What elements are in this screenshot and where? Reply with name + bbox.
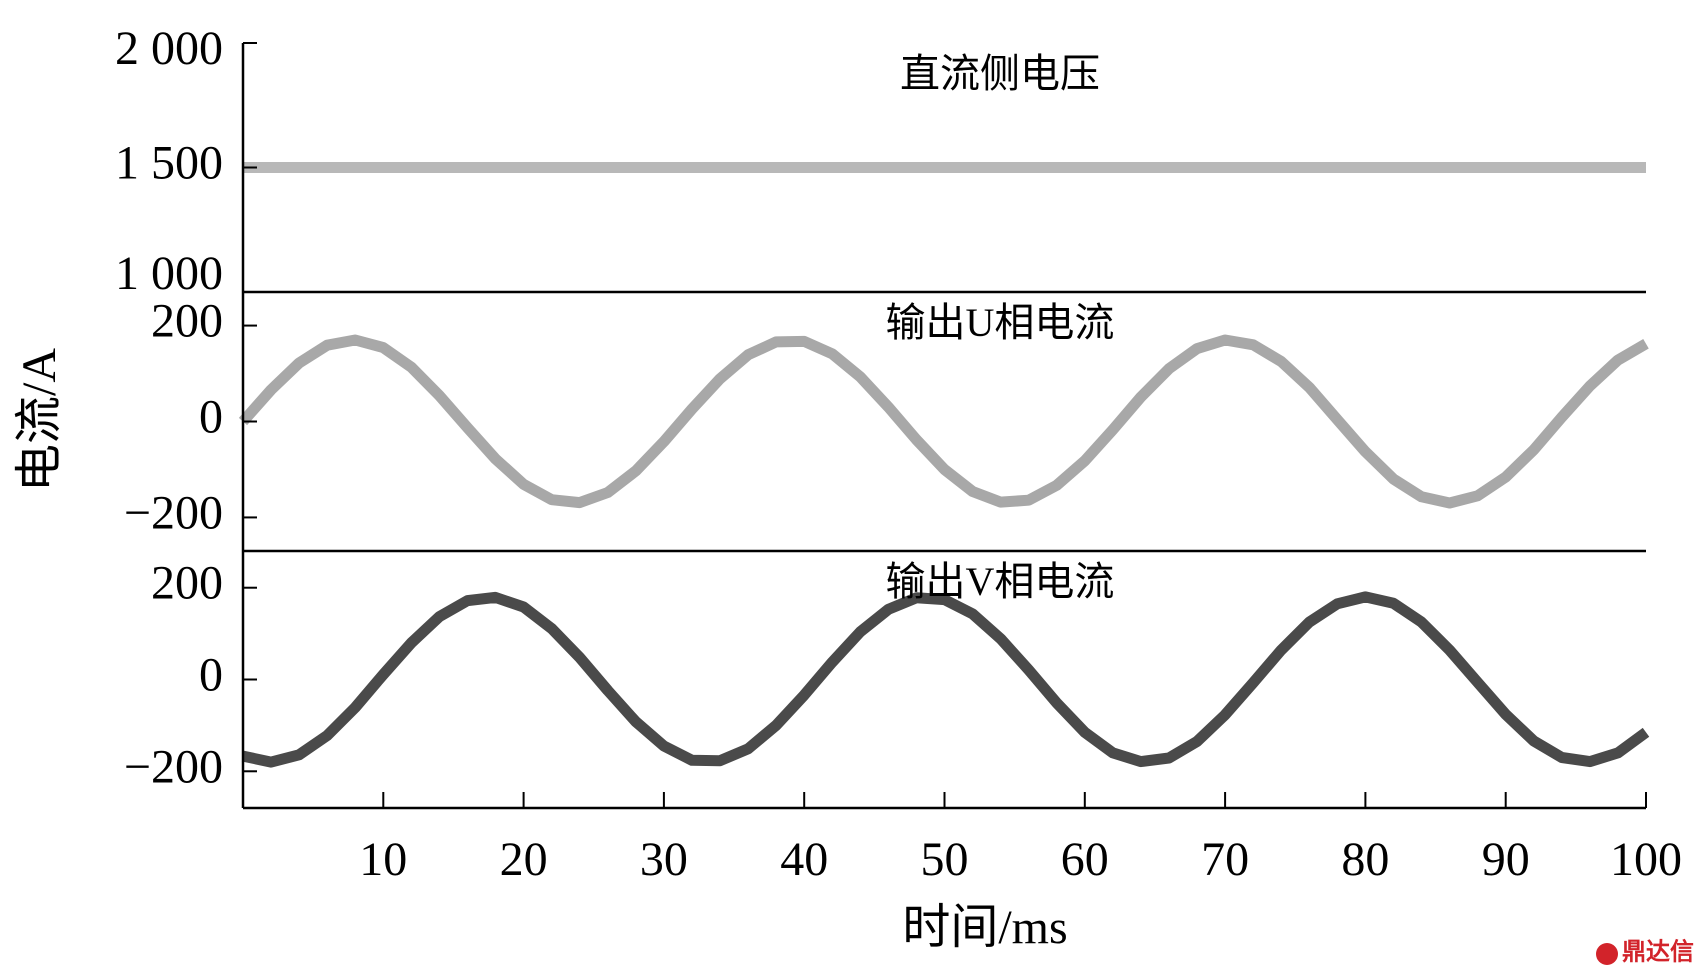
x-tick-label: 10 [359,833,407,886]
y-tick-label: 1 000 [115,247,223,300]
x-tick-label: 30 [640,833,688,886]
y-tick-label: −200 [124,486,223,539]
x-tick-label: 20 [500,833,548,886]
series-line [241,591,1650,768]
panel-title: 输出U相电流 [886,300,1115,345]
series-line [238,334,1649,509]
y-tick-label: 2 000 [115,22,223,75]
x-tick-label: 90 [1482,833,1530,886]
y-tick-label: 0 [199,391,223,444]
y-tick-label: 1 500 [115,137,223,190]
panel-title: 输出V相电流 [886,559,1115,604]
watermark-icon [1596,943,1618,965]
x-tick-label: 70 [1201,833,1249,886]
x-tick-label: 40 [780,833,828,886]
x-axis-label: 时间/ms [902,901,1067,954]
watermark: 鼎达信 [1622,938,1694,966]
x-tick-label: 100 [1610,833,1682,886]
x-tick-label: 80 [1341,833,1389,886]
y-tick-label: 200 [151,557,223,610]
y-axis-label: 电流/A [13,348,66,492]
x-tick-label: 50 [921,833,969,886]
y-tick-label: 0 [199,649,223,702]
y-tick-label: −200 [124,740,223,793]
y-tick-label: 200 [151,295,223,348]
panel-title: 直流侧电压 [900,51,1100,96]
x-tick-label: 60 [1061,833,1109,886]
